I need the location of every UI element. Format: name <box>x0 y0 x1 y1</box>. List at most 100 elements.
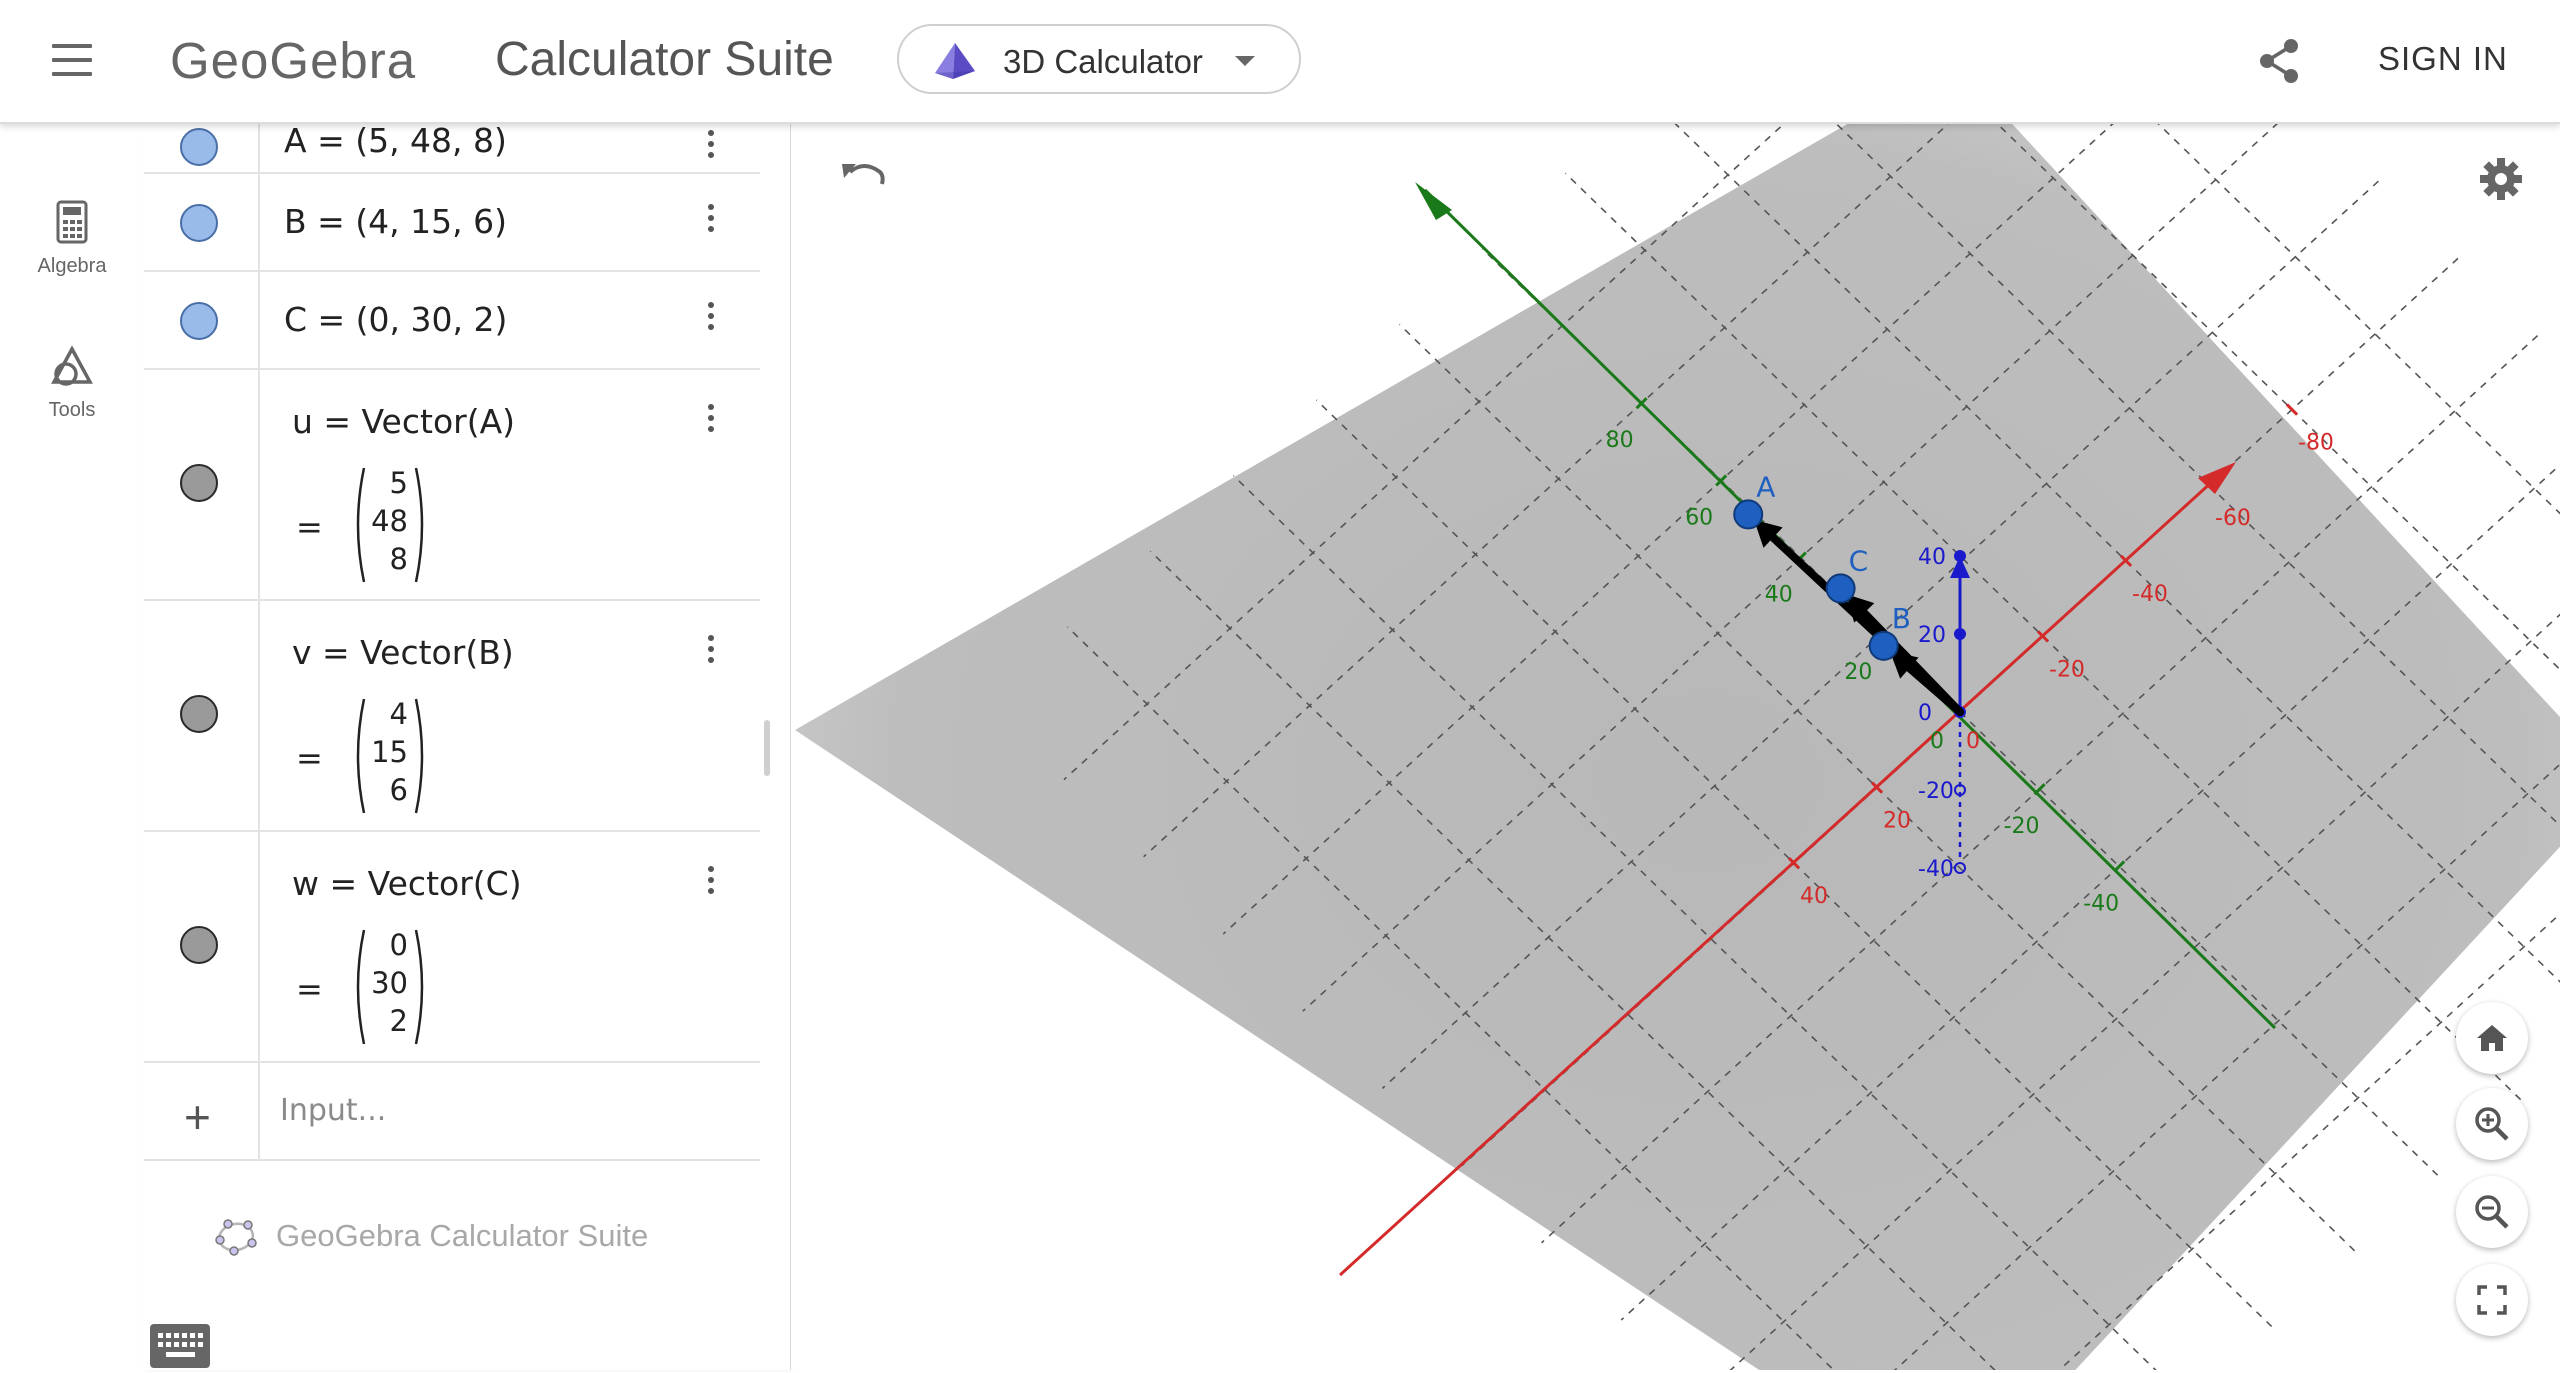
axis-tick-label: -80 <box>2298 431 2334 456</box>
home-icon <box>2477 1025 2507 1051</box>
axis-tick-label: 0 <box>1918 701 1932 726</box>
graphics-3d-view[interactable]: -80 -60 -40 -20 0 20 40 -40 -20 0 20 40 60 80 -40 -20 0 2… <box>791 124 2560 1370</box>
algebra-definition[interactable]: u = Vector(A) <box>292 402 516 441</box>
keyboard-icon[interactable] <box>150 1324 210 1368</box>
visibility-toggle <box>144 124 260 172</box>
axis-tick-label: 80 <box>1606 428 1634 453</box>
algebra-definition[interactable]: C = (0, 30, 2) <box>284 300 508 339</box>
grid-line <box>1066 626 1835 1370</box>
vector-shaft <box>1860 608 1964 716</box>
vector-component: 5 <box>389 466 408 500</box>
input-marble-area: + <box>144 1063 260 1159</box>
algebra-scrollbar[interactable] <box>764 720 770 776</box>
undo-icon[interactable] <box>840 158 886 192</box>
logo-text: GeoGebra <box>170 31 417 89</box>
axis-tick-label: -60 <box>2215 506 2251 531</box>
y-axis-arrow <box>1415 182 1452 220</box>
y-axis-tick <box>2033 783 2046 796</box>
more-vertical-icon[interactable] <box>706 130 716 166</box>
axis-tick-label: 60 <box>1685 505 1713 530</box>
calculator-icon <box>56 200 88 244</box>
y-axis-tick <box>1715 474 1728 487</box>
x-axis-arrow <box>2198 462 2236 494</box>
plus-icon[interactable]: + <box>184 1091 211 1143</box>
hamburger-menu-icon[interactable] <box>52 44 92 76</box>
algebra-row-vector-u[interactable]: u = Vector(A) = 5 48 8 <box>144 370 760 601</box>
home-view-button[interactable] <box>2456 1002 2528 1074</box>
visibility-toggle <box>144 601 260 830</box>
point-marker <box>1825 573 1856 604</box>
rail-item-label: Algebra <box>37 255 107 277</box>
more-vertical-icon[interactable] <box>706 404 716 440</box>
algebra-definition[interactable]: v = Vector(B) <box>292 633 514 672</box>
algebra-input[interactable]: Input... <box>280 1093 387 1128</box>
algebra-row-point-b[interactable]: B = (4, 15, 6) <box>144 174 760 272</box>
algebra-input-row[interactable]: + Input... <box>144 1063 760 1161</box>
suite-link[interactable]: GeoGebra Calculator Suite <box>214 1216 648 1256</box>
axis-tick-label: 40 <box>1918 545 1946 570</box>
algebra-row-point-a[interactable]: A = (5, 48, 8) <box>144 124 760 174</box>
vector-component: 6 <box>389 773 408 807</box>
app-switcher-dropdown[interactable]: 3D Calculator <box>897 24 1301 94</box>
zoom-out-button[interactable] <box>2456 1176 2528 1248</box>
share-icon[interactable] <box>2258 38 2300 84</box>
vector-arrowhead <box>1754 519 1783 548</box>
visibility-marble-icon[interactable] <box>180 464 218 502</box>
sign-in-button[interactable]: SIGN IN <box>2378 40 2508 77</box>
visibility-marble-icon[interactable] <box>180 204 218 242</box>
scene-3d[interactable]: -80 -60 -40 -20 0 20 40 -40 -20 0 20 40 60 80 -40 -20 0 2… <box>791 124 2560 1370</box>
algebra-view: A = (5, 48, 8) B = (4, 15, 6) C = (0, 30… <box>144 124 791 1370</box>
axis-tick-label: 20 <box>1883 809 1911 834</box>
more-vertical-icon[interactable] <box>706 204 716 240</box>
vector-components: 0 30 2 <box>350 928 430 1046</box>
zoom-in-button[interactable] <box>2456 1088 2528 1160</box>
axis-tick-label: -20 <box>1918 779 1954 804</box>
visibility-marble-icon[interactable] <box>180 128 218 166</box>
geogebra-ellipse-icon <box>215 1219 257 1256</box>
side-navigation-rail: Algebra Tools <box>0 124 144 1370</box>
top-app-bar: GeoGebra Calculator Suite 3D Calculator … <box>0 0 2560 124</box>
algebra-definition[interactable]: w = Vector(C) <box>292 864 522 903</box>
vector-brackets <box>356 698 424 814</box>
vector-component: 30 <box>371 966 408 1000</box>
axis-tick-label: -40 <box>2132 582 2168 607</box>
vector-components: 4 15 6 <box>350 697 430 815</box>
vectors <box>1754 519 1964 716</box>
equals-sign: = <box>296 739 323 777</box>
rail-item-algebra[interactable]: Algebra <box>0 200 144 278</box>
fullscreen-button[interactable] <box>2456 1264 2528 1336</box>
point-label: B <box>1892 602 1911 635</box>
x-axis-tick <box>2036 630 2050 643</box>
z-axis-tick <box>1954 862 1966 874</box>
zoom-in-icon <box>2475 1107 2509 1141</box>
algebra-definition[interactable]: A = (5, 48, 8) <box>284 124 507 160</box>
zoom-out-icon <box>2475 1195 2509 1229</box>
z-axis-tick <box>1954 628 1966 640</box>
visibility-toggle <box>144 174 260 270</box>
axis-tick-label: 20 <box>1844 660 1872 685</box>
more-vertical-icon[interactable] <box>706 866 716 902</box>
visibility-marble-icon[interactable] <box>180 926 218 964</box>
visibility-marble-icon[interactable] <box>180 695 218 733</box>
visibility-marble-icon[interactable] <box>180 302 218 340</box>
geogebra-logo[interactable]: GeoGebra <box>170 30 416 90</box>
algebra-definition[interactable]: B = (4, 15, 6) <box>284 202 507 241</box>
algebra-row-point-c[interactable]: C = (0, 30, 2) <box>144 272 760 370</box>
more-vertical-icon[interactable] <box>706 635 716 671</box>
axis-tick-label: -40 <box>1918 857 1954 882</box>
x-axis-tick <box>1787 857 1801 870</box>
algebra-row-vector-w[interactable]: w = Vector(C) = 0 30 2 <box>144 832 760 1063</box>
rail-item-tools[interactable]: Tools <box>0 345 144 422</box>
vector-component: 0 <box>389 928 408 962</box>
axis-tick-label: 40 <box>1765 583 1793 608</box>
rail-item-label: Tools <box>48 399 96 421</box>
chevron-down-icon <box>1235 56 1255 66</box>
gear-icon[interactable] <box>2478 156 2524 202</box>
visibility-toggle <box>144 272 260 368</box>
algebra-row-vector-v[interactable]: v = Vector(B) = 4 15 6 <box>144 601 760 832</box>
more-vertical-icon[interactable] <box>706 302 716 338</box>
y-axis-tick <box>1635 397 1648 410</box>
axis-tick-label: 20 <box>1918 623 1946 648</box>
vector-component: 8 <box>389 542 408 576</box>
vector-arrowhead <box>1846 594 1875 623</box>
